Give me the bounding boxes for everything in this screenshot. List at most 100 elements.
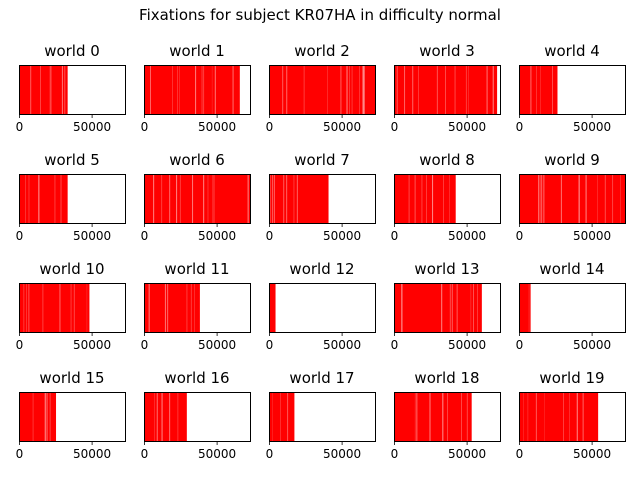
x-tick-label: 0: [140, 120, 149, 134]
subplot-title: world 4: [544, 42, 600, 60]
fixation-gap: [414, 392, 416, 442]
fixation-gap: [421, 174, 423, 224]
fixation-gap: [363, 65, 365, 115]
fixation-gap: [61, 65, 63, 115]
fixation-gap: [402, 283, 403, 333]
subplot-axes: [394, 65, 501, 118]
fixation-gap: [42, 283, 44, 333]
x-tick-label: 0: [140, 447, 149, 461]
subplot-title: world 1: [169, 42, 225, 60]
axes-frame: [19, 392, 126, 442]
fixation-gap: [169, 392, 171, 442]
fixation-band: [19, 65, 68, 115]
fixation-gap: [28, 174, 30, 224]
fixation-gap: [283, 174, 285, 224]
subplot-axes: [19, 392, 126, 445]
x-tick-label: 0: [140, 229, 149, 243]
subplot-title: world 9: [544, 151, 600, 169]
x-tick-label: 0: [15, 447, 24, 461]
fixation-gap: [161, 392, 163, 442]
x-tick-label: 0: [390, 447, 399, 461]
x-tick-label: 0: [265, 229, 274, 243]
fixation-gap: [248, 174, 249, 224]
fixation-gap: [582, 392, 584, 442]
fixation-gap: [552, 65, 553, 115]
fixation-band: [269, 392, 295, 442]
fixation-gap: [538, 174, 540, 224]
fixation-gap: [436, 65, 438, 115]
axes-frame: [394, 174, 501, 224]
x-tick-label: 50000: [573, 120, 612, 134]
fixation-gap: [195, 65, 197, 115]
x-tick-label: 50000: [198, 338, 237, 352]
fixation-gap: [176, 174, 178, 224]
fixation-gap: [150, 65, 151, 115]
fixation-gap: [26, 283, 27, 333]
fixation-gap: [404, 65, 406, 115]
x-tick-label: 0: [140, 338, 149, 352]
x-tick-label: 0: [515, 338, 524, 352]
fixation-gap: [161, 174, 163, 224]
fixation-gap: [38, 174, 40, 224]
subplot-axes: [519, 65, 626, 118]
fixation-gap: [177, 65, 178, 115]
fixation-gap: [585, 174, 587, 224]
subplot-title: world 10: [39, 260, 105, 278]
fixation-gap: [50, 65, 52, 115]
fixation-band: [519, 174, 625, 224]
subplot-axes: [19, 65, 126, 118]
fixation-gap: [177, 392, 179, 442]
subplot-title: world 11: [164, 260, 230, 278]
fixation-gap: [473, 283, 475, 333]
fixation-gap: [232, 65, 234, 115]
fixation-band: [519, 283, 531, 333]
fixation-gap: [426, 174, 427, 224]
x-tick-label: 0: [265, 120, 274, 134]
subplot-title: world 13: [414, 260, 480, 278]
fixation-gap: [207, 174, 209, 224]
fixation-band: [269, 283, 276, 333]
x-tick-label: 0: [390, 120, 399, 134]
fixation-gap: [468, 65, 469, 115]
x-tick-label: 50000: [573, 447, 612, 461]
x-tick-label: 50000: [448, 229, 487, 243]
fixation-gap: [466, 392, 468, 442]
fixation-gap: [543, 174, 545, 224]
x-tick-label: 0: [15, 229, 24, 243]
x-tick-label: 50000: [573, 229, 612, 243]
fixation-gap: [73, 283, 75, 333]
subplot-title: world 19: [539, 369, 605, 387]
axes-frame: [19, 174, 126, 224]
subplot-axes: [394, 174, 501, 227]
subplot-title: world 7: [294, 151, 350, 169]
subplot-axes: [519, 283, 626, 336]
fixation-gap: [70, 283, 72, 333]
fixation-gap: [179, 65, 180, 115]
fixation-gap: [429, 392, 431, 442]
x-tick-label: 0: [515, 229, 524, 243]
subplot-title: world 3: [419, 42, 475, 60]
fixation-gap: [576, 392, 578, 442]
fixation-gap: [414, 174, 416, 224]
fixation-gap: [404, 65, 405, 115]
fixation-band: [394, 392, 472, 442]
fixation-gap: [396, 65, 398, 115]
fixation-gap: [44, 392, 46, 442]
fixation-gap: [293, 174, 295, 224]
x-tick-label: 50000: [73, 120, 112, 134]
fixation-gap: [164, 283, 167, 333]
fixation-gap: [340, 65, 342, 115]
x-tick-label: 0: [390, 338, 399, 352]
axes-frame: [144, 392, 251, 442]
fixation-gap: [167, 283, 169, 333]
fixation-gap: [362, 65, 364, 115]
fixation-gap: [247, 174, 249, 224]
fixation-gap: [492, 65, 494, 115]
fixation-gap: [543, 174, 545, 224]
fixation-gap: [465, 65, 467, 115]
fixation-gap: [445, 65, 446, 115]
axes-frame: [144, 174, 251, 224]
x-tick-label: 0: [265, 447, 274, 461]
x-tick-label: 0: [15, 338, 24, 352]
fixation-gap: [441, 283, 443, 333]
